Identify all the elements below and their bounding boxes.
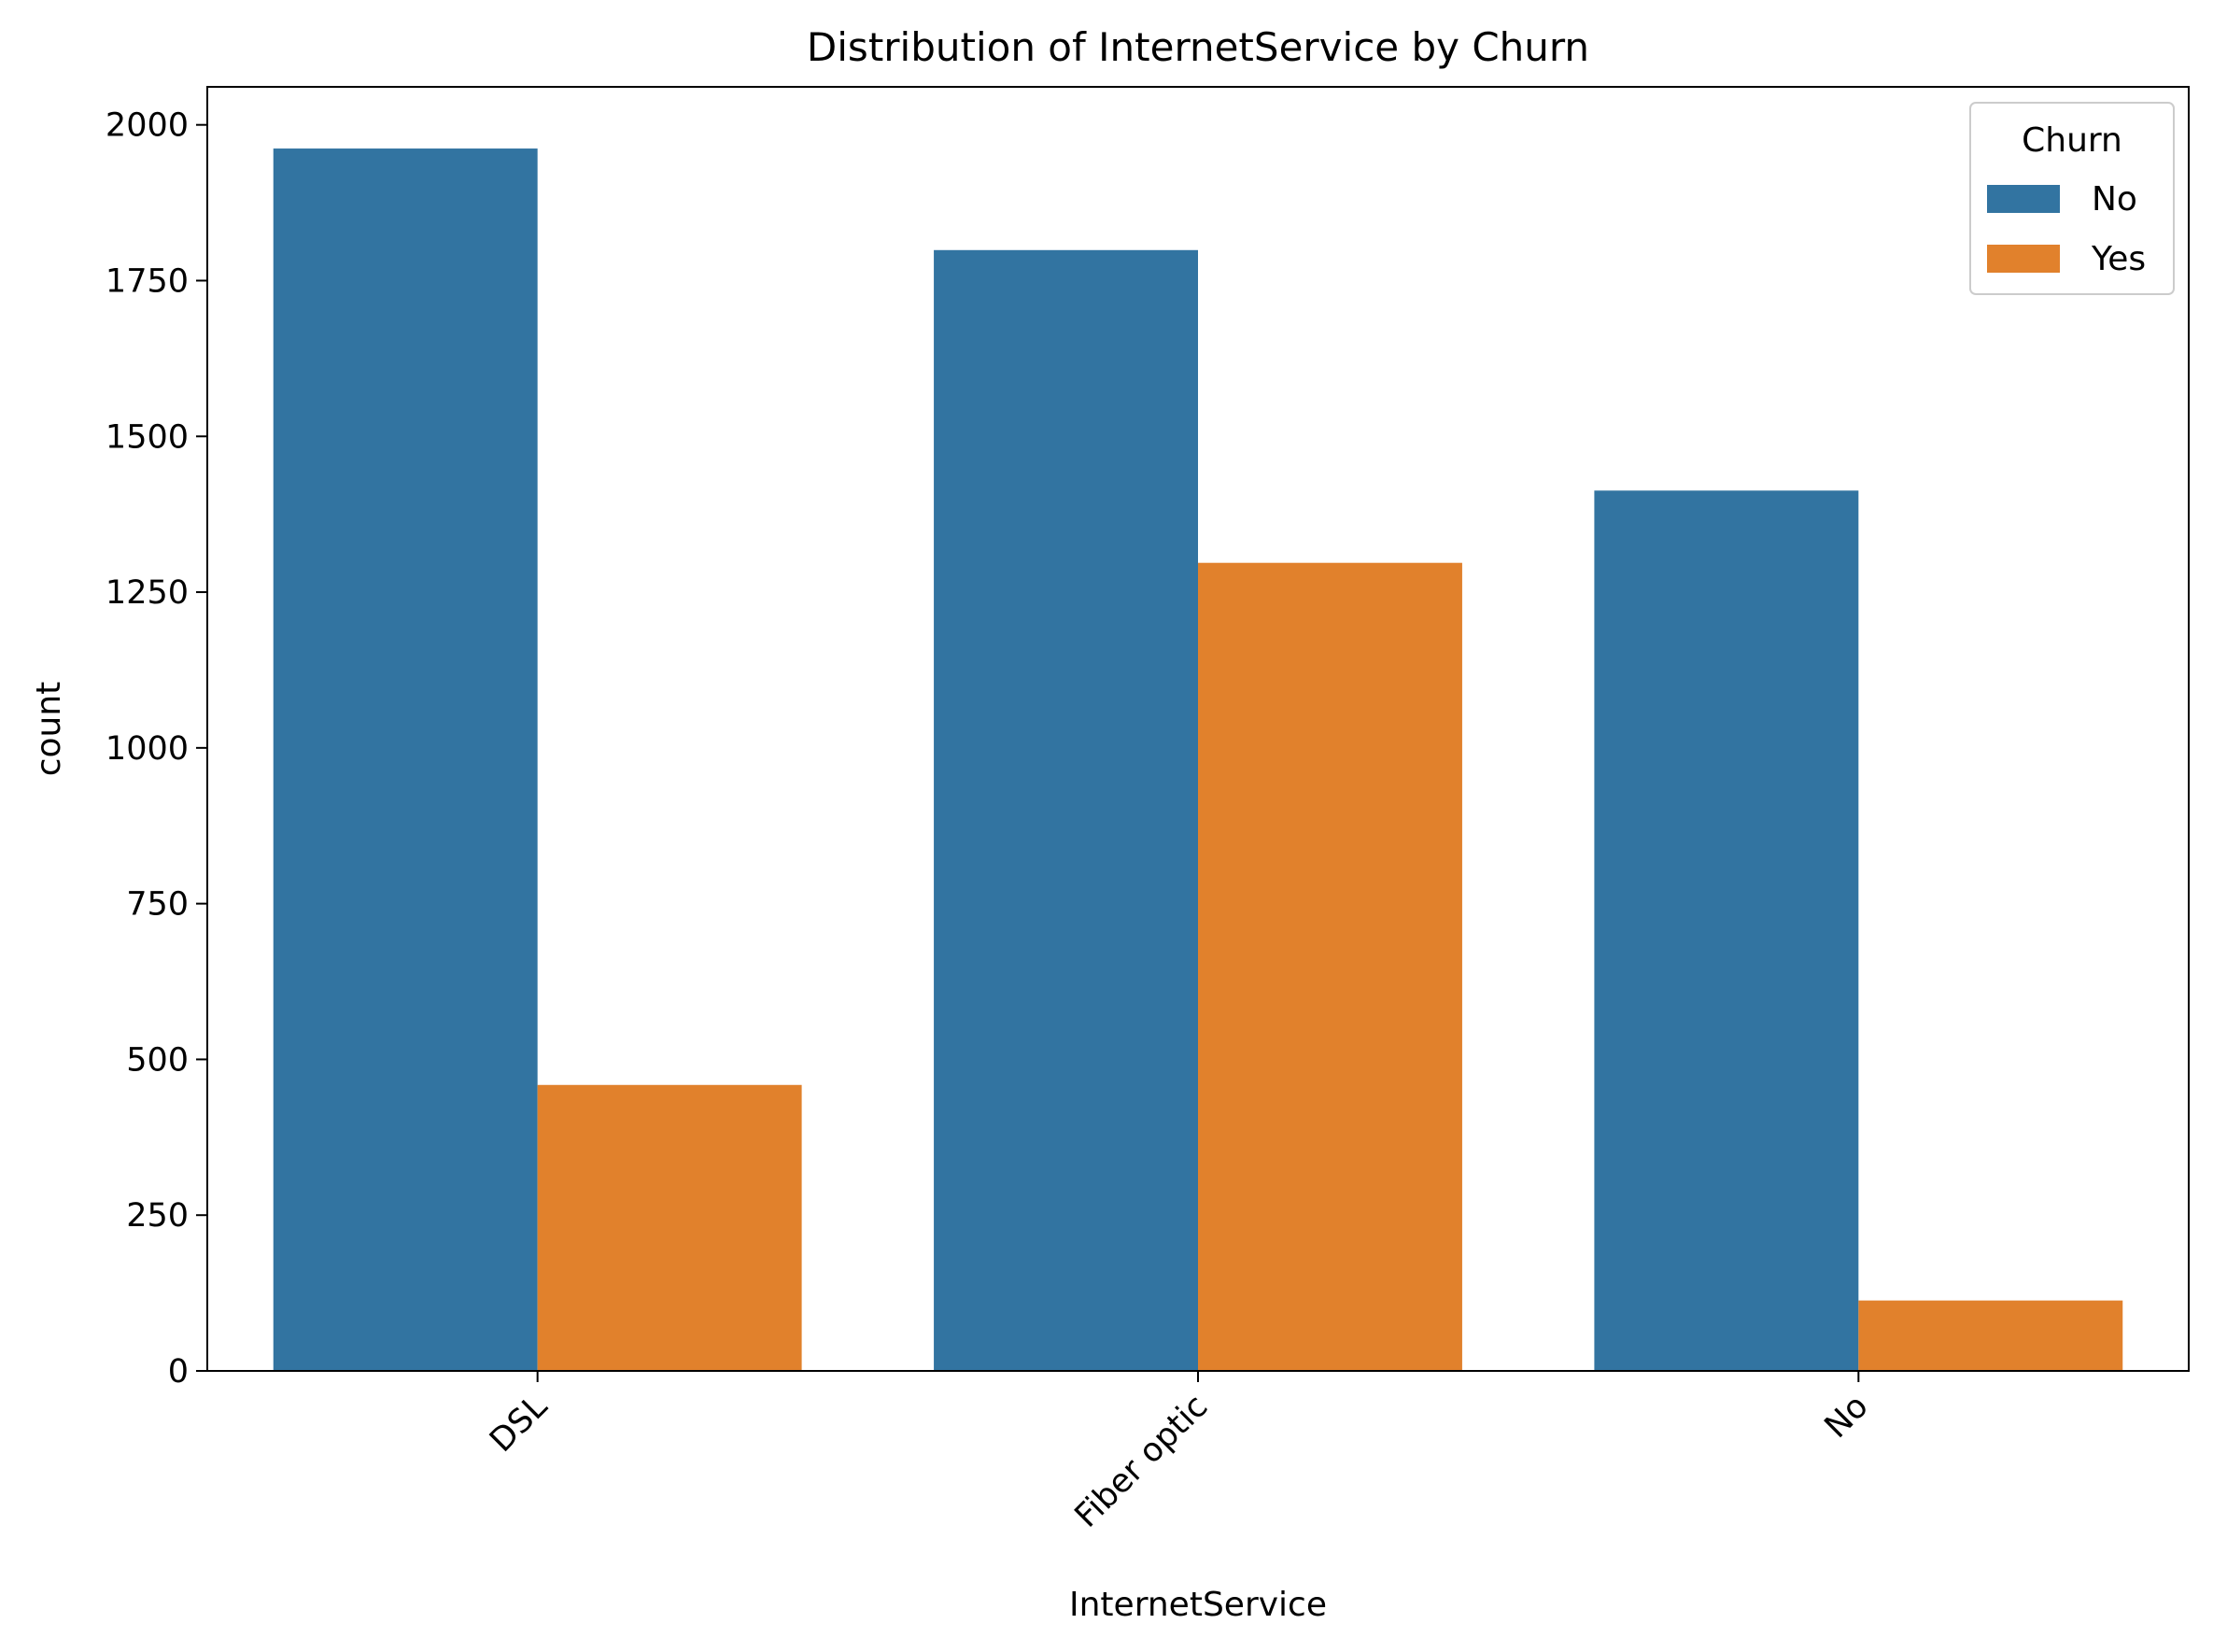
y-tick-label: 250 bbox=[126, 1197, 189, 1235]
y-tick-label: 0 bbox=[168, 1353, 189, 1391]
x-axis-label: InternetService bbox=[1069, 1586, 1327, 1624]
y-tick-label: 750 bbox=[126, 886, 189, 924]
bar-yes-fiber-optic bbox=[1198, 562, 1462, 1371]
bar-yes-dsl bbox=[537, 1084, 802, 1371]
bar-no-dsl bbox=[273, 148, 538, 1371]
y-tick-label: 1000 bbox=[106, 730, 189, 768]
y-tick-label: 1250 bbox=[106, 574, 189, 612]
y-tick-label: 500 bbox=[126, 1041, 189, 1079]
bar-no-fiber-optic bbox=[934, 249, 1198, 1371]
legend-swatch-no bbox=[1987, 185, 2060, 213]
y-tick-label: 1750 bbox=[106, 262, 189, 300]
y-tick-label: 1500 bbox=[106, 418, 189, 456]
x-tick-label: Fiber optic bbox=[1068, 1388, 1216, 1535]
legend-label-no: No bbox=[2092, 180, 2137, 219]
x-tick-label: DSL bbox=[483, 1388, 555, 1460]
bar-no-no bbox=[1594, 490, 1859, 1371]
bar-yes-no bbox=[1858, 1300, 2123, 1371]
legend: Churn No Yes bbox=[1969, 102, 2175, 295]
legend-title: Churn bbox=[2022, 121, 2122, 160]
y-tick-label: 2000 bbox=[106, 107, 189, 145]
x-axis: DSL Fiber optic No bbox=[483, 1371, 1876, 1535]
legend-items: No Yes bbox=[1987, 180, 2146, 278]
chart-title: Distribution of InternetService by Churn bbox=[807, 24, 1589, 70]
bars-group bbox=[273, 148, 2123, 1371]
y-axis-label: count bbox=[30, 682, 68, 777]
legend-label-yes: Yes bbox=[2091, 240, 2146, 278]
x-tick-label: No bbox=[1818, 1388, 1876, 1446]
y-axis: 0 250 500 750 1000 1250 1500 1750 2000 bbox=[106, 107, 207, 1391]
legend-swatch-yes bbox=[1987, 245, 2060, 273]
